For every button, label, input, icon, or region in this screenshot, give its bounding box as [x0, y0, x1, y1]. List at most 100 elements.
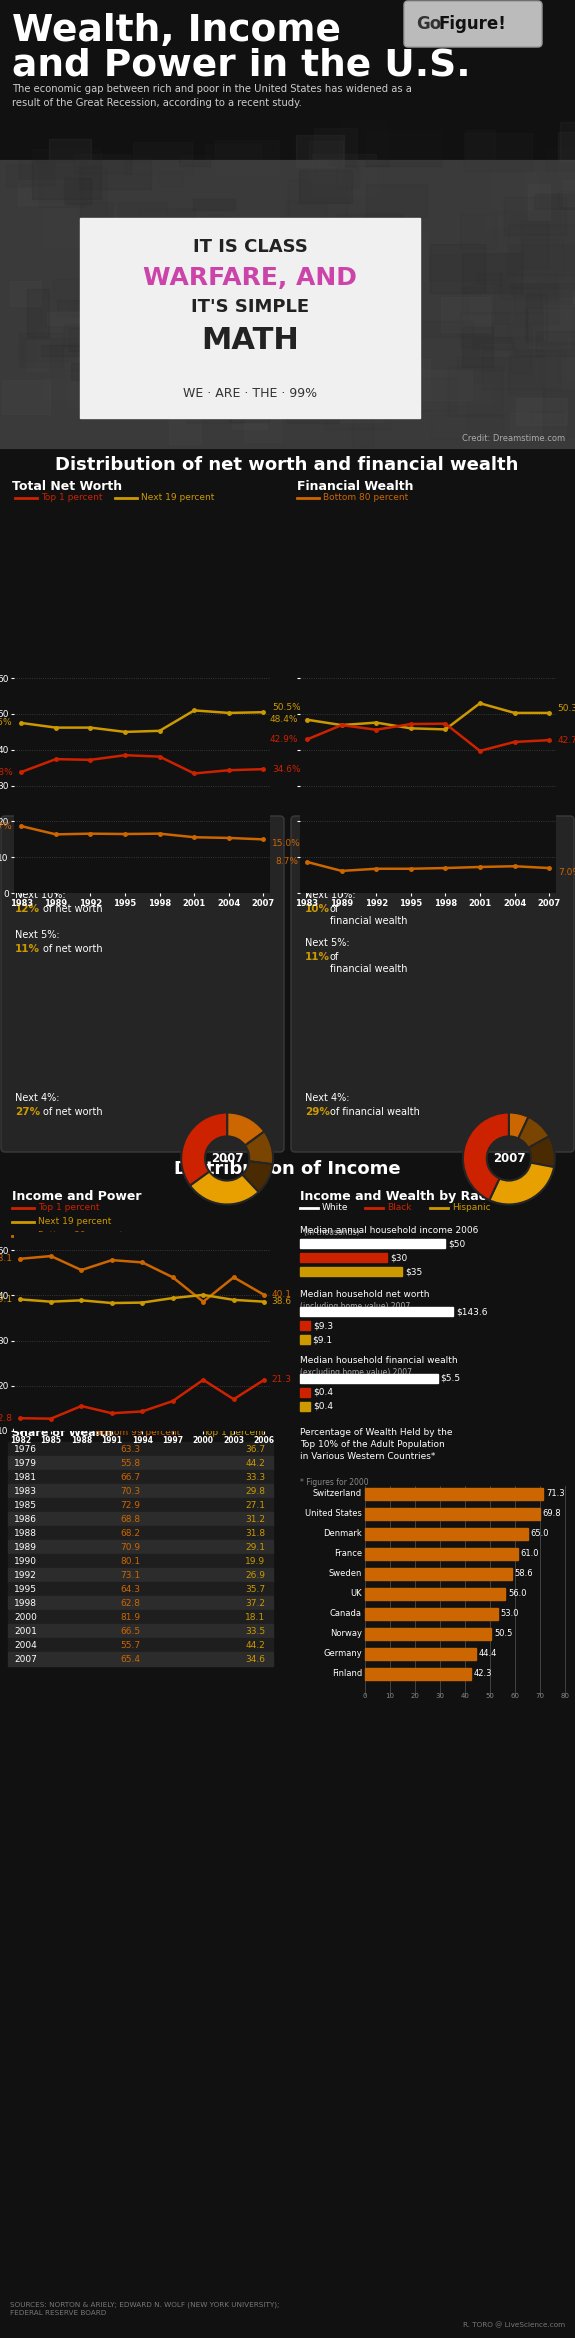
- Bar: [304, 274, 372, 323]
- Bar: [510, 210, 569, 224]
- Text: $35: $35: [405, 1267, 422, 1277]
- Bar: [139, 393, 196, 414]
- Bar: [228, 220, 300, 269]
- Bar: [0, 449, 575, 818]
- Bar: [168, 302, 216, 341]
- Text: Next 10%:: Next 10%:: [15, 891, 66, 900]
- Bar: [365, 1529, 527, 1541]
- Text: 2004: 2004: [14, 1641, 37, 1651]
- Text: Next 4%:: Next 4%:: [305, 1092, 350, 1104]
- Bar: [430, 243, 485, 292]
- Text: 81.9: 81.9: [120, 1613, 140, 1623]
- Text: 80.1: 80.1: [120, 1557, 140, 1566]
- Bar: [521, 220, 548, 269]
- Text: 36.7: 36.7: [245, 1445, 265, 1454]
- Wedge shape: [245, 1132, 273, 1164]
- Bar: [522, 238, 563, 278]
- Bar: [8, 1625, 273, 1639]
- Bar: [93, 255, 154, 290]
- Text: 69.8: 69.8: [542, 1510, 561, 1517]
- Bar: [55, 304, 115, 341]
- Bar: [189, 253, 224, 267]
- Text: 50.5%: 50.5%: [272, 704, 301, 713]
- Bar: [118, 299, 193, 339]
- Bar: [366, 129, 440, 166]
- Bar: [421, 379, 456, 411]
- Text: 42.9%: 42.9%: [270, 734, 298, 743]
- Bar: [546, 147, 575, 171]
- Text: of net worth: of net worth: [43, 945, 102, 954]
- Bar: [210, 295, 281, 309]
- Text: 20: 20: [411, 1693, 419, 1700]
- Text: $9.3: $9.3: [313, 1321, 333, 1330]
- Bar: [8, 1457, 273, 1471]
- Text: 7%: 7%: [305, 865, 323, 874]
- Text: 1989: 1989: [14, 1543, 37, 1552]
- Bar: [40, 362, 101, 388]
- Bar: [136, 243, 210, 267]
- Bar: [235, 267, 282, 290]
- Bar: [27, 341, 48, 372]
- Text: 39.1: 39.1: [0, 1295, 13, 1305]
- Bar: [299, 171, 352, 203]
- Text: 40: 40: [461, 1693, 469, 1700]
- Bar: [272, 372, 319, 397]
- Bar: [565, 276, 575, 313]
- Text: MATH: MATH: [201, 325, 299, 355]
- Text: 1995: 1995: [14, 1585, 37, 1595]
- Bar: [39, 292, 89, 332]
- Bar: [510, 325, 531, 372]
- Bar: [510, 411, 565, 440]
- Bar: [462, 253, 522, 292]
- Bar: [8, 1443, 273, 1457]
- Text: 73.1: 73.1: [120, 1571, 140, 1580]
- Bar: [41, 346, 112, 355]
- Text: Sweden: Sweden: [329, 1569, 362, 1578]
- Bar: [168, 404, 201, 444]
- Bar: [329, 178, 351, 227]
- Wedge shape: [190, 1171, 259, 1204]
- Bar: [459, 215, 496, 248]
- Bar: [8, 1597, 273, 1611]
- Bar: [193, 199, 235, 210]
- Bar: [118, 206, 174, 222]
- Bar: [544, 304, 575, 341]
- FancyBboxPatch shape: [291, 816, 574, 1153]
- Bar: [131, 292, 168, 325]
- Bar: [182, 351, 236, 400]
- Text: 42.3: 42.3: [474, 1669, 492, 1679]
- Text: 62.8: 62.8: [120, 1599, 140, 1609]
- Bar: [343, 337, 409, 351]
- Bar: [245, 339, 289, 383]
- Text: 11%: 11%: [15, 945, 40, 954]
- Text: Income and Power: Income and Power: [12, 1190, 141, 1204]
- Bar: [464, 133, 532, 171]
- Bar: [399, 369, 471, 400]
- Bar: [8, 1527, 273, 1541]
- Bar: [81, 203, 113, 220]
- Bar: [484, 215, 508, 227]
- Bar: [510, 245, 573, 288]
- Bar: [558, 131, 575, 175]
- Text: Distribution of net worth and financial wealth: Distribution of net worth and financial …: [55, 456, 519, 475]
- Text: Wealth, Income: Wealth, Income: [12, 14, 341, 49]
- Text: 43%: 43%: [440, 865, 465, 874]
- Text: 72.9: 72.9: [120, 1501, 140, 1510]
- Text: 1986: 1986: [14, 1515, 37, 1524]
- Text: $0.4: $0.4: [313, 1389, 333, 1398]
- Text: 50: 50: [485, 1693, 494, 1700]
- Bar: [319, 390, 382, 421]
- Bar: [300, 1253, 388, 1263]
- Text: White: White: [322, 1204, 348, 1213]
- Bar: [8, 1485, 273, 1499]
- Bar: [8, 1555, 273, 1569]
- Text: Next 5%:: Next 5%:: [305, 938, 350, 947]
- Bar: [387, 189, 454, 231]
- Text: 2000: 2000: [14, 1613, 37, 1623]
- Bar: [349, 278, 413, 325]
- Bar: [71, 362, 101, 381]
- Bar: [173, 332, 196, 367]
- Bar: [80, 217, 420, 419]
- Bar: [133, 143, 192, 175]
- Bar: [336, 213, 402, 238]
